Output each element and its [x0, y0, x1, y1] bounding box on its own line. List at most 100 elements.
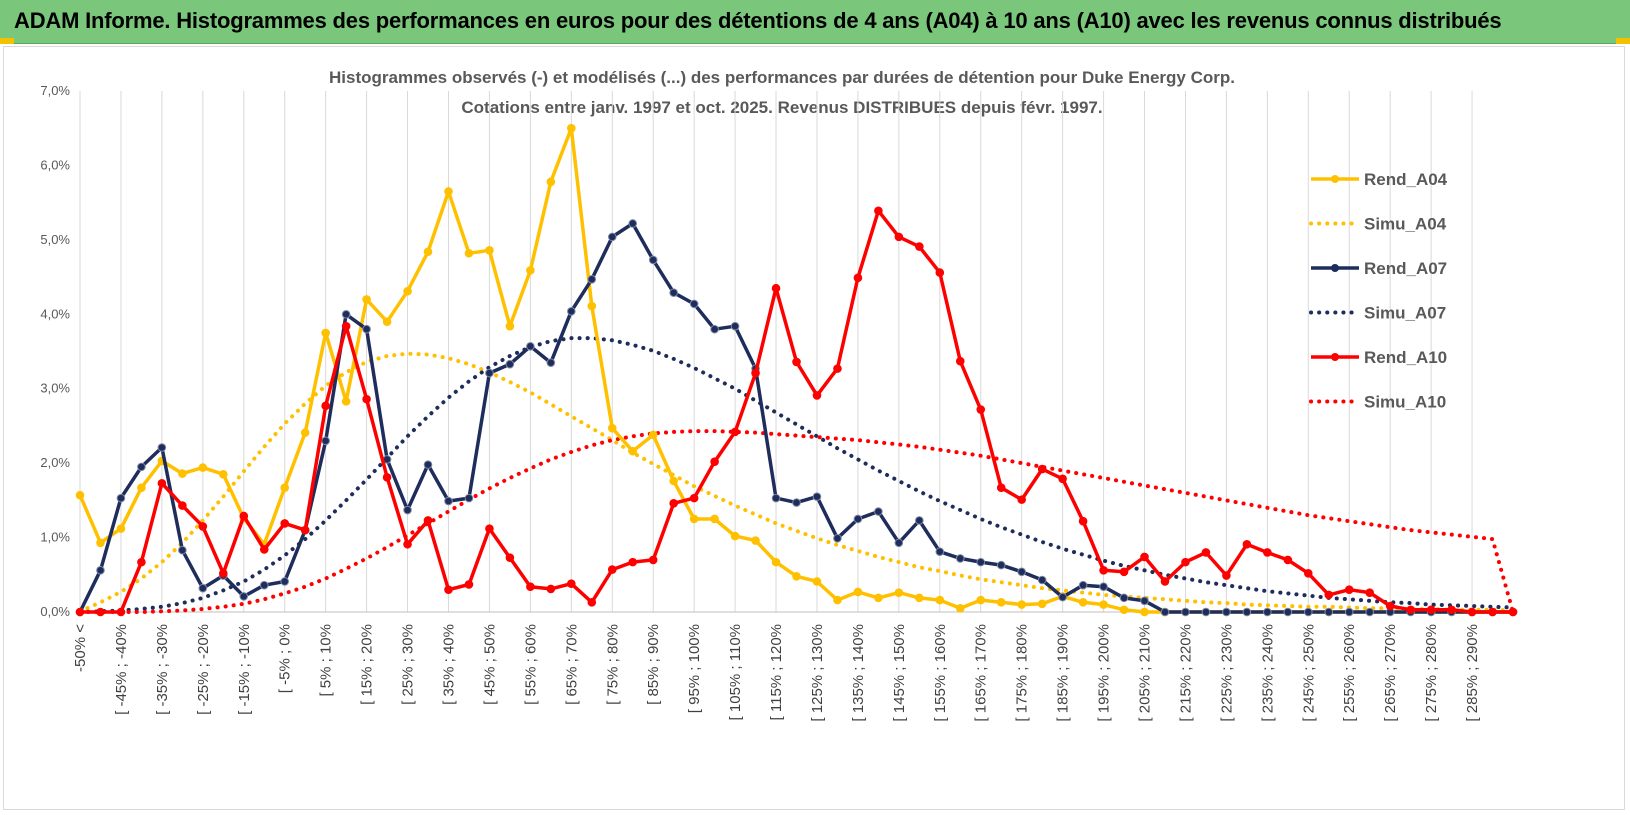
data-point-rend-a07 — [1344, 607, 1354, 617]
data-point-rend-a04 — [444, 187, 453, 196]
data-point-rend-a07 — [689, 299, 699, 309]
data-point-rend-a10 — [1447, 605, 1456, 615]
data-point-rend-a04 — [730, 531, 740, 541]
data-point-rend-a07 — [587, 275, 597, 284]
data-point-rend-a10 — [648, 555, 658, 565]
data-point-rend-a04 — [874, 593, 883, 603]
data-point-rend-a04 — [1017, 600, 1026, 609]
series-line-simu-a04 — [78, 351, 1515, 614]
data-point-rend-a04 — [587, 301, 597, 311]
x-tick-label: [ 35% ; 40% — [440, 624, 457, 705]
data-point-rend-a04 — [812, 577, 822, 586]
data-point-rend-a10 — [955, 356, 965, 366]
plot-series — [75, 123, 1518, 617]
data-point-rend-a10 — [198, 522, 208, 531]
data-point-rend-a07 — [1324, 607, 1334, 617]
data-point-rend-a10 — [1242, 539, 1252, 549]
x-tick-label: [ 55% ; 60% — [522, 624, 539, 705]
x-tick-label: [ 45% ; 50% — [481, 624, 498, 705]
data-point-rend-a04 — [751, 536, 760, 545]
data-point-rend-a07 — [546, 358, 556, 367]
x-tick-label: [ -15% ; -10% — [236, 624, 253, 715]
x-tick-label: [ 195% ; 200% — [1096, 624, 1113, 722]
x-tick-label: [ 145% ; 150% — [891, 624, 908, 722]
data-point-rend-a10 — [1140, 552, 1149, 562]
data-point-rend-a07 — [669, 288, 678, 298]
legend-label: Rend_A07 — [1364, 259, 1447, 278]
data-point-rend-a04 — [526, 266, 535, 275]
data-point-rend-a04 — [116, 524, 126, 533]
data-point-rend-a07 — [853, 514, 863, 524]
data-point-rend-a07 — [1242, 607, 1252, 617]
data-point-rend-a10 — [1160, 577, 1170, 586]
data-point-rend-a07 — [157, 443, 167, 452]
data-point-rend-a04 — [1037, 599, 1047, 609]
data-point-rend-a10 — [771, 283, 781, 293]
data-point-rend-a04 — [915, 593, 924, 603]
data-point-rend-a04 — [1078, 598, 1088, 607]
data-point-rend-a07 — [710, 324, 719, 334]
banner-accent-left — [0, 38, 14, 44]
line-chart: Histogrammes observés (-) et modélisés (… — [40, 68, 1518, 722]
data-point-rend-a04 — [178, 469, 187, 478]
data-point-rend-a07 — [1181, 607, 1190, 617]
data-point-rend-a04 — [464, 248, 474, 258]
data-point-rend-a07 — [198, 583, 208, 593]
series-line-simu-a07 — [78, 336, 1515, 614]
data-point-rend-a04 — [1140, 607, 1149, 617]
series-line-rend-a07 — [78, 221, 1513, 614]
data-point-rend-a04 — [792, 571, 801, 581]
x-tick-label: [ 205% ; 210% — [1137, 624, 1154, 722]
data-point-rend-a07 — [280, 577, 290, 586]
data-point-rend-a10 — [628, 557, 638, 567]
data-point-rend-a10 — [1058, 474, 1067, 484]
data-point-rend-a07 — [1222, 607, 1231, 617]
data-point-rend-a04 — [710, 514, 719, 524]
data-point-rend-a10 — [464, 580, 474, 589]
data-point-rend-a04 — [546, 177, 556, 187]
data-point-rend-a04 — [341, 397, 351, 406]
legend-label: Simu_A04 — [1364, 215, 1447, 234]
data-point-rend-a07 — [607, 232, 617, 242]
data-point-rend-a10 — [1263, 548, 1272, 557]
y-axis: 0,0% 1,0% 2,0% 3,0% 4,0% 5,0% 6,0% 7,0% — [40, 83, 70, 619]
legend-marker — [1331, 353, 1339, 361]
data-point-rend-a10 — [505, 553, 515, 562]
data-point-rend-a07 — [1140, 596, 1149, 606]
legend-label: Rend_A10 — [1364, 348, 1447, 367]
data-point-rend-a10 — [137, 557, 146, 567]
x-tick-label: [ 95% ; 100% — [686, 624, 703, 713]
data-point-rend-a10 — [96, 607, 105, 617]
header-banner: ADAM Informe. Histogrammes des performan… — [0, 0, 1630, 44]
data-point-rend-a07 — [874, 507, 883, 516]
data-point-rend-a07 — [116, 493, 126, 503]
x-tick-label: [ 185% ; 190% — [1055, 624, 1072, 722]
legend-marker — [1331, 175, 1339, 183]
data-point-rend-a07 — [812, 492, 822, 501]
data-point-rend-a07 — [423, 460, 433, 469]
data-point-rend-a10 — [1488, 607, 1497, 617]
chart-subtitle: Cotations entre janv. 1997 et oct. 2025.… — [461, 98, 1102, 117]
y-tick-label: 6,0% — [40, 157, 70, 172]
data-point-rend-a04 — [280, 483, 290, 493]
legend: Rend_A04 Simu_A04 Rend_A07 Simu_A07 Rend_A10… — [1309, 170, 1448, 412]
data-point-rend-a04 — [485, 245, 494, 255]
data-point-rend-a10 — [423, 516, 433, 525]
data-point-rend-a07 — [1303, 607, 1313, 617]
data-point-rend-a07 — [239, 592, 249, 601]
data-point-rend-a04 — [996, 598, 1006, 607]
data-point-rend-a04 — [628, 446, 638, 456]
data-point-rend-a10 — [116, 607, 126, 617]
data-point-rend-a10 — [587, 598, 597, 607]
data-point-rend-a07 — [648, 255, 658, 265]
data-point-rend-a07 — [526, 341, 535, 351]
data-point-rend-a04 — [648, 430, 658, 440]
data-point-rend-a07 — [955, 554, 965, 563]
data-point-rend-a04 — [567, 123, 576, 133]
data-point-rend-a04 — [1119, 605, 1129, 615]
data-point-rend-a10 — [362, 394, 371, 404]
data-point-rend-a10 — [1222, 571, 1231, 580]
series-line-rend-a04 — [78, 126, 1513, 614]
data-point-rend-a10 — [853, 273, 863, 283]
legend-label: Simu_A07 — [1364, 304, 1446, 323]
